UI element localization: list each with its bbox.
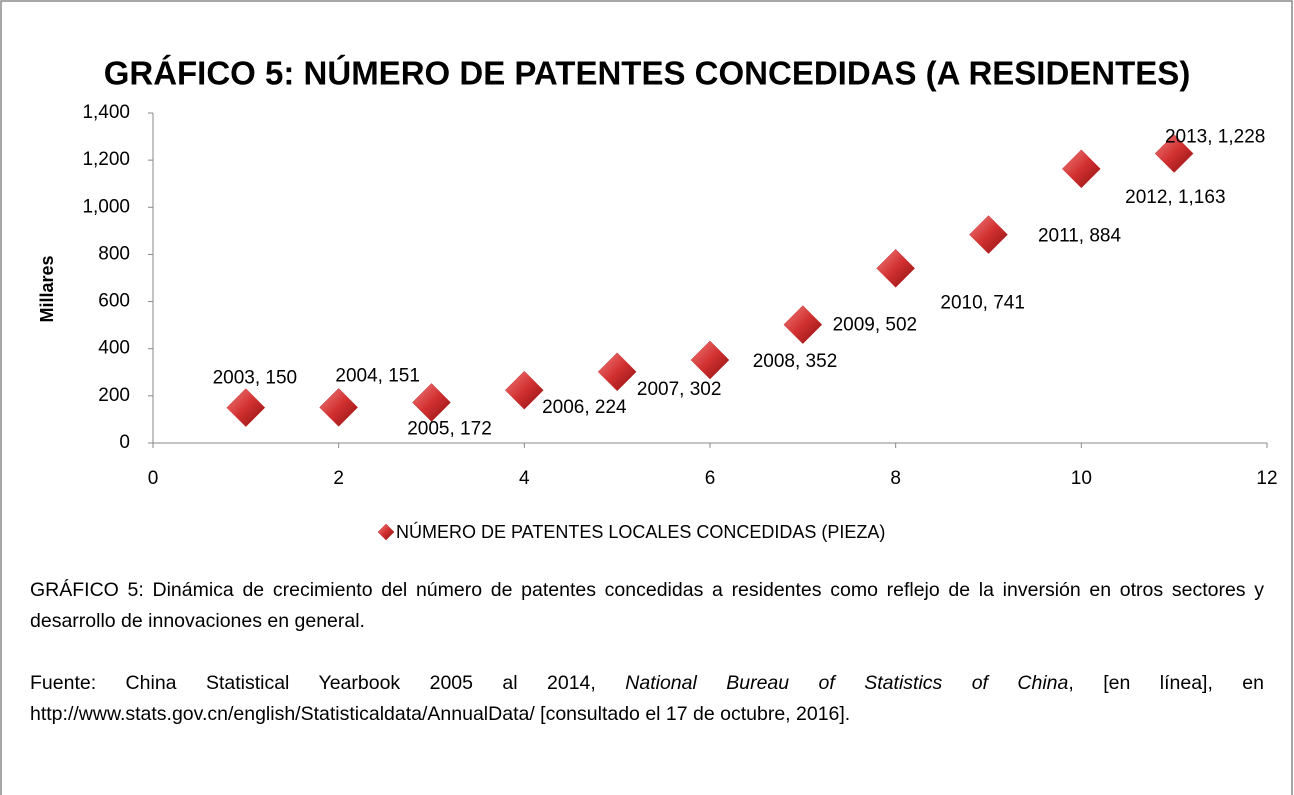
y-axis-label: Millares bbox=[37, 255, 57, 322]
y-tick-label: 1,200 bbox=[82, 149, 130, 170]
data-point bbox=[412, 383, 451, 422]
x-tick-label: 6 bbox=[705, 468, 716, 489]
data-label: 2010, 741 bbox=[940, 292, 1025, 313]
y-tick-label: 600 bbox=[98, 291, 130, 312]
data-label: 2008, 352 bbox=[753, 351, 838, 372]
data-point bbox=[597, 352, 637, 392]
data-point bbox=[1061, 149, 1101, 189]
data-label: 2006, 224 bbox=[542, 397, 627, 418]
data-point bbox=[969, 215, 1008, 254]
y-tick-label: 400 bbox=[98, 338, 130, 359]
y-tick-label: 200 bbox=[98, 385, 130, 406]
y-tick-label: 1,400 bbox=[82, 102, 130, 123]
caption: GRÁFICO 5: Dinámica de crecimiento del n… bbox=[30, 579, 1264, 632]
data-point bbox=[876, 248, 916, 288]
legend-marker bbox=[377, 523, 395, 541]
x-tick-label: 12 bbox=[1256, 468, 1277, 489]
data-point bbox=[690, 340, 730, 380]
source-text: , [en línea], en http://www.stats.gov.cn… bbox=[30, 672, 1264, 725]
data-label: 2007, 302 bbox=[637, 379, 722, 400]
data-point bbox=[319, 388, 359, 427]
chart-title: GRÁFICO 5: NÚMERO DE PATENTES CONCEDIDAS… bbox=[104, 55, 1191, 92]
data-point bbox=[504, 370, 544, 410]
y-tick-label: 800 bbox=[98, 243, 130, 264]
legend-label: NÚMERO DE PATENTES LOCALES CONCEDIDAS (P… bbox=[396, 521, 885, 542]
source: Fuente: China Statistical Yearbook 2005 … bbox=[30, 668, 1264, 730]
x-tick-label: 2 bbox=[333, 468, 344, 489]
y-tick-label: 0 bbox=[119, 432, 130, 453]
data-point bbox=[1154, 134, 1194, 173]
data-label: 2004, 151 bbox=[335, 365, 420, 386]
x-tick-label: 10 bbox=[1071, 468, 1092, 489]
data-label: 2005, 172 bbox=[407, 418, 492, 439]
y-tick-label: 1,000 bbox=[82, 196, 130, 217]
source-italic: National Bureau of Statistics of China bbox=[625, 672, 1069, 694]
data-label: 2011, 884 bbox=[1038, 226, 1122, 247]
x-tick-label: 8 bbox=[890, 468, 901, 489]
data-label: 2003, 150 bbox=[213, 368, 298, 389]
data-label: 2013, 1,228 bbox=[1165, 127, 1265, 148]
data-point bbox=[226, 388, 266, 427]
data-point bbox=[783, 305, 823, 345]
source-text: Fuente: China Statistical Yearbook 2005 … bbox=[30, 672, 626, 694]
data-label: 2009, 502 bbox=[833, 315, 918, 336]
x-tick-label: 0 bbox=[148, 468, 159, 489]
data-label: 2012, 1,163 bbox=[1125, 187, 1225, 208]
x-tick-label: 4 bbox=[519, 468, 530, 489]
